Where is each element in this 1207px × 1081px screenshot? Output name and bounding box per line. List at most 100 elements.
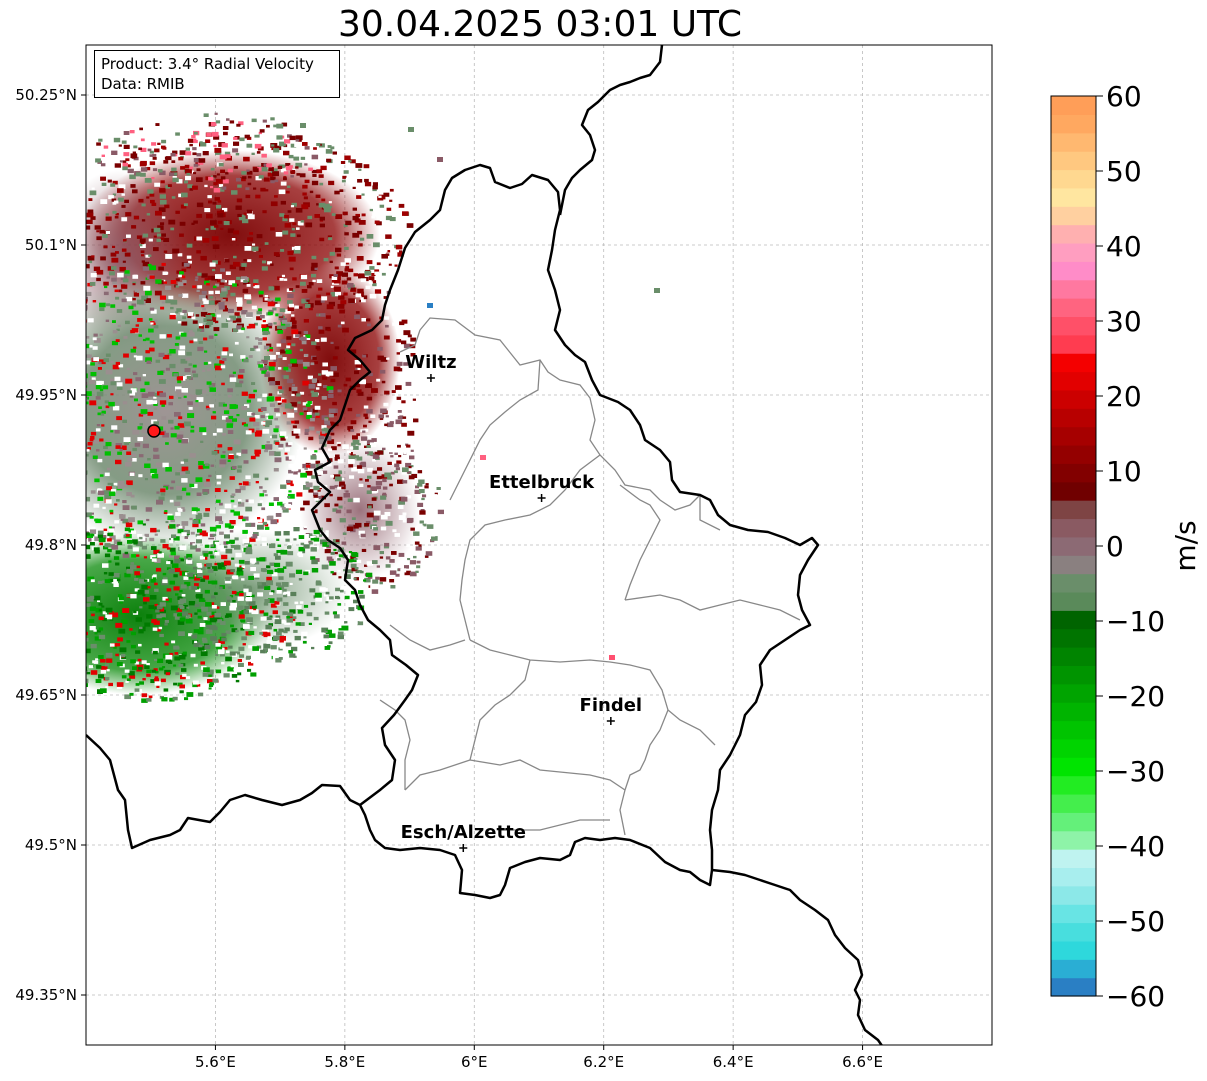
echo-pixel (100, 413, 105, 416)
echo-pixel (177, 380, 182, 384)
echo-pixel (372, 560, 378, 564)
colorbar-segment (1051, 683, 1096, 703)
echo-pixel (341, 280, 348, 285)
echo-pixel (313, 494, 318, 498)
echo-pixel (154, 678, 159, 682)
echo-pixel (275, 442, 280, 445)
echo-pixel (151, 142, 157, 146)
echo-pixel (287, 612, 294, 617)
y-tick-label: 50.25°N (15, 86, 77, 104)
echo-pixel (144, 381, 150, 386)
echo-pixel (192, 373, 199, 378)
echo-pixel (341, 179, 346, 183)
echo-pixel (290, 205, 294, 208)
echo-pixel (228, 280, 236, 285)
echo-pixel (124, 441, 130, 446)
echo-pixel (356, 195, 362, 199)
echo-pixel (106, 276, 110, 279)
echo-pixel (366, 572, 373, 578)
echo-pixel (152, 153, 157, 157)
echo-pixel (221, 565, 225, 568)
echo-pixel (108, 572, 114, 576)
echo-pixel (182, 651, 187, 655)
echo-pixel (409, 455, 415, 460)
echo-pixel (296, 173, 301, 176)
echo-pixel (141, 203, 146, 207)
echo-pixel (206, 408, 210, 411)
echo-pixel (174, 652, 179, 655)
colorbar-segment (1051, 867, 1096, 887)
echo-pixel (193, 138, 197, 141)
echo-pixel (406, 544, 411, 547)
echo-pixel (391, 390, 396, 393)
echo-pixel (111, 425, 118, 430)
echo-pixel (206, 479, 210, 482)
echo-pixel (243, 259, 247, 262)
colorbar-segment (1051, 812, 1096, 832)
echo-pixel (201, 305, 205, 308)
echo-pixel (345, 177, 351, 181)
echo-pixel (47, 347, 52, 351)
echo-pixel (13, 604, 18, 607)
echo-pixel (261, 359, 268, 365)
echo-pixel (211, 611, 217, 615)
echo-pixel (208, 687, 212, 690)
echo-pixel (13, 609, 17, 612)
echo-pixel (293, 629, 298, 633)
echo-pixel (376, 201, 382, 205)
echo-pixel (79, 252, 86, 257)
echo-pixel (175, 386, 182, 392)
echo-pixel (344, 595, 350, 600)
echo-pixel (70, 645, 73, 647)
echo-pixel (138, 454, 144, 458)
echo-pixel (142, 435, 148, 440)
echo-pixel (324, 503, 330, 508)
echo-pixel (143, 556, 147, 559)
echo-pixel (278, 576, 284, 580)
echo-pixel (86, 683, 88, 687)
echo-pixel (289, 218, 295, 222)
echo-pixel (359, 594, 365, 599)
colorbar-tick-label: −10 (1106, 605, 1165, 638)
echo-pixel (321, 415, 329, 420)
echo-pixel (181, 521, 189, 526)
echo-pixel (308, 489, 314, 493)
echo-pixel (227, 586, 232, 589)
echo-pixel (196, 177, 203, 182)
echo-pixel (186, 255, 192, 259)
echo-pixel (349, 475, 355, 479)
echo-pixel (318, 326, 323, 330)
echo-pixel (151, 558, 157, 562)
echo-pixel (352, 177, 356, 181)
echo-pixel (319, 534, 323, 537)
echo-pixel (118, 197, 124, 202)
echo-pixel (329, 596, 334, 600)
echo-pixel (267, 298, 272, 302)
echo-pixel (335, 247, 342, 253)
echo-pixel (322, 542, 329, 547)
echo-pixel (351, 442, 356, 446)
echo-pixel (194, 583, 199, 587)
echo-pixel (237, 184, 242, 188)
echo-pixel (80, 353, 85, 357)
echo-pixel (371, 388, 378, 393)
echo-pixel (44, 574, 48, 577)
echo-pixel (116, 309, 123, 313)
echo-pixel (51, 318, 55, 320)
echo-pixel (330, 366, 337, 371)
echo-pixel (384, 316, 390, 320)
echo-pixel (181, 668, 187, 672)
echo-pixel (225, 656, 232, 662)
echo-pixel (368, 372, 373, 377)
echo-pixel (216, 173, 220, 176)
echo-pixel (351, 466, 358, 472)
echo-pixel (242, 516, 249, 521)
echo-pixel (153, 620, 160, 625)
echo-pixel (314, 592, 322, 598)
echo-pixel (149, 537, 155, 542)
echo-pixel (52, 599, 55, 601)
echo-pixel (193, 663, 198, 667)
echo-pixel (86, 678, 89, 684)
echo-pixel (314, 450, 318, 453)
echo-pixel (290, 358, 297, 364)
